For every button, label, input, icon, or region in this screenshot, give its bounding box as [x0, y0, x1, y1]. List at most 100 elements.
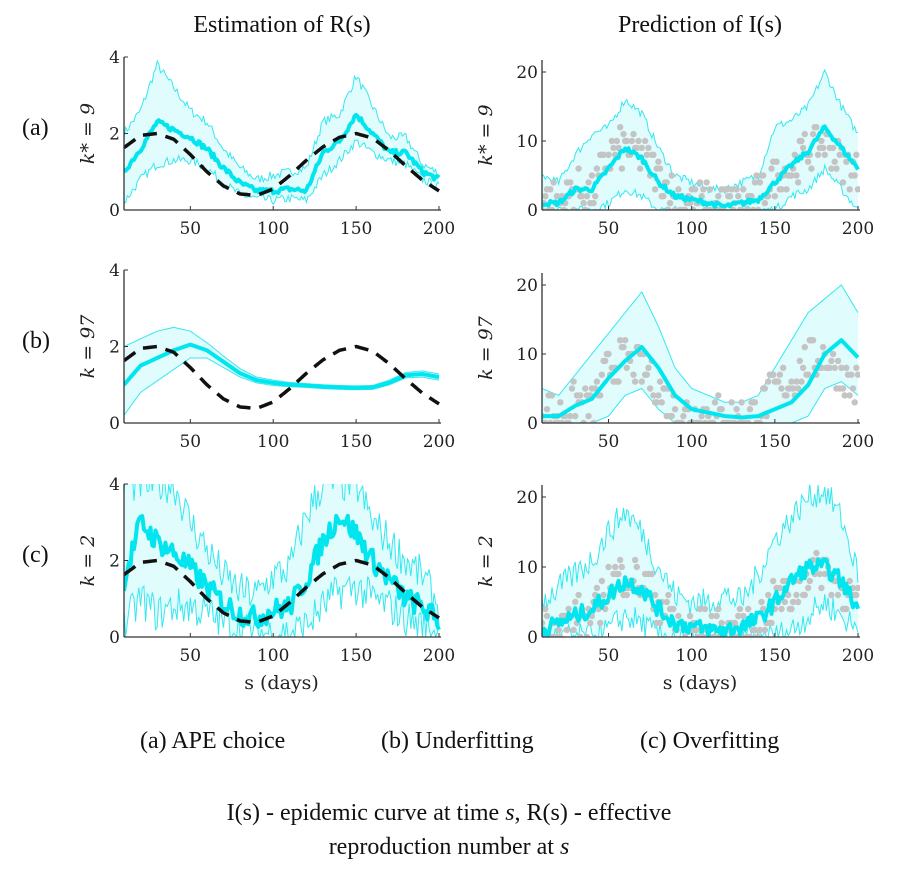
- observed-point: [643, 151, 650, 158]
- x-tick-label: 50: [598, 219, 620, 239]
- observed-point: [660, 193, 667, 200]
- observed-point: [678, 419, 685, 423]
- estimate-line: [124, 513, 441, 631]
- y-tick-label: 2: [109, 338, 120, 358]
- panel-R-a: 50 100 150 200 0 2 4 k* = 9: [77, 48, 455, 239]
- observed-point: [733, 186, 740, 193]
- observed-point: [615, 378, 622, 385]
- band-upper-line: [124, 326, 440, 387]
- y-tick-label: 0: [527, 414, 538, 434]
- observed-point: [691, 186, 699, 193]
- observed-point: [836, 151, 843, 158]
- y-tick-label: 0: [109, 201, 120, 221]
- observed-point: [713, 612, 720, 620]
- observed-point: [798, 137, 805, 145]
- observed-point: [686, 612, 694, 620]
- observed-point: [854, 371, 860, 378]
- observed-point: [753, 172, 760, 179]
- band-upper-line: [124, 484, 440, 626]
- observed-point: [834, 357, 842, 365]
- band-lower-line: [124, 575, 440, 637]
- observed-point: [583, 633, 591, 637]
- observed-point: [658, 399, 665, 406]
- observed-point: [769, 371, 777, 378]
- observed-point: [764, 378, 772, 385]
- observed-point: [735, 612, 742, 620]
- observed-point: [831, 364, 838, 371]
- y-tick-label: 0: [109, 414, 120, 434]
- observed-point: [623, 137, 631, 145]
- observed-point: [597, 619, 604, 627]
- y-tick-label: 4: [109, 475, 120, 495]
- band-lower-line: [124, 139, 440, 206]
- observed-point: [630, 371, 637, 378]
- observed-point: [630, 130, 637, 138]
- x-tick-label: 100: [675, 432, 707, 452]
- observed-point: [760, 605, 767, 613]
- y-tick-label: 10: [516, 132, 538, 152]
- panel-R-c: 50 100 150 200 0 2 4 k = 2 s (days): [77, 475, 455, 694]
- observed-point: [801, 591, 808, 599]
- caption-line2-a: reproduction number at: [328, 834, 560, 860]
- observed-point: [646, 385, 654, 392]
- observed-point: [587, 619, 594, 627]
- observed-point: [745, 605, 752, 613]
- observed-point: [731, 619, 739, 627]
- x-tick-label: 100: [257, 432, 289, 452]
- y-tick-label: 10: [516, 345, 538, 365]
- observed-point: [746, 406, 754, 413]
- plot-area: [542, 485, 860, 637]
- x-tick-label: 100: [257, 219, 289, 239]
- observed-point: [769, 577, 777, 585]
- observed-point: [839, 179, 847, 186]
- x-tick-label: 150: [340, 219, 372, 239]
- subcaption-c: (c) Overfitting: [640, 728, 780, 754]
- observed-point: [758, 598, 765, 606]
- x-tick-label: 150: [759, 432, 791, 452]
- observed-point: [575, 165, 582, 172]
- observed-point: [548, 206, 556, 210]
- observed-point: [703, 179, 710, 186]
- observed-point: [774, 378, 782, 385]
- observed-point: [557, 399, 564, 406]
- observed-point: [553, 193, 561, 200]
- observed-point: [613, 137, 621, 145]
- observed-point: [755, 206, 762, 210]
- observed-point: [633, 144, 640, 152]
- caption-line2-s: s: [559, 834, 570, 860]
- observed-point: [605, 563, 612, 571]
- observed-point: [776, 371, 784, 378]
- observed-point: [804, 584, 812, 592]
- observed-point: [696, 419, 704, 423]
- observed-point: [577, 633, 584, 637]
- observed-point: [645, 364, 652, 371]
- observed-point: [570, 206, 577, 210]
- observed-point: [555, 626, 562, 634]
- observed-point: [583, 193, 591, 200]
- observed-point: [577, 392, 584, 399]
- observed-point: [585, 179, 592, 186]
- caption-line1-b: , R(s) - effective: [514, 800, 672, 826]
- observed-point: [761, 199, 769, 207]
- observed-point: [542, 193, 549, 200]
- observed-point: [834, 591, 842, 599]
- observed-point: [801, 343, 808, 351]
- observed-point: [715, 605, 722, 613]
- observed-point: [547, 419, 554, 423]
- x-tick-label: 200: [423, 432, 455, 452]
- y-axis-label: k* = 9: [475, 104, 497, 165]
- x-tick-label: 100: [675, 219, 707, 239]
- y-tick-label: 2: [109, 125, 120, 145]
- observed-point: [728, 186, 735, 193]
- estimate-line: [542, 124, 860, 209]
- observed-point: [582, 206, 589, 210]
- observed-point: [778, 605, 785, 613]
- observed-point: [575, 591, 582, 599]
- caption-line1-s: s: [505, 800, 515, 826]
- observed-point: [588, 172, 596, 179]
- observed-point: [796, 357, 803, 365]
- observed-point: [616, 337, 624, 344]
- observed-point: [813, 124, 820, 131]
- y-tick-label: 4: [109, 261, 120, 281]
- observed-point: [764, 591, 772, 599]
